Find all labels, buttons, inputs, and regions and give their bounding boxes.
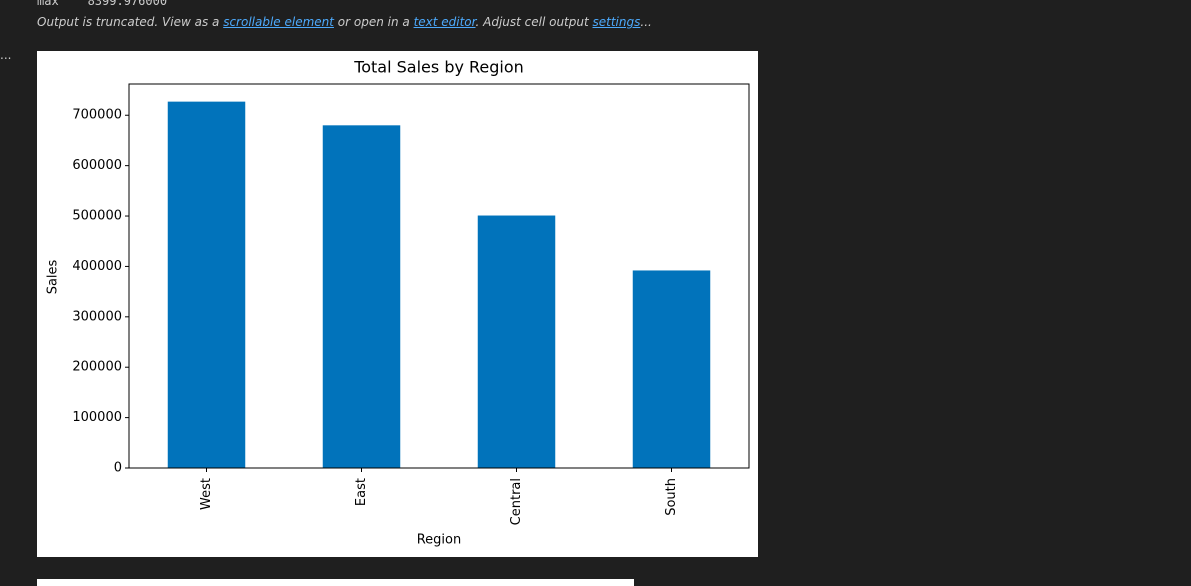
x-tick-label: South bbox=[664, 478, 679, 516]
x-tick-label: Central bbox=[509, 478, 524, 525]
scrollable-link[interactable]: scrollable element bbox=[223, 15, 334, 29]
y-tick-label: 400000 bbox=[72, 259, 122, 274]
y-tick-label: 500000 bbox=[72, 209, 122, 224]
y-tick-label: 100000 bbox=[72, 410, 122, 425]
bar bbox=[477, 215, 556, 468]
notice-text: Output is truncated. View as a bbox=[37, 15, 224, 29]
notice-text: or open in a bbox=[333, 15, 414, 29]
chart: Total Sales by Region Region Sales 0 1000… bbox=[37, 51, 758, 557]
y-tick-label: 600000 bbox=[72, 158, 122, 173]
next-output bbox=[37, 579, 634, 586]
x-axis-label: Region bbox=[417, 533, 462, 548]
stats-line: max 8399.976000 bbox=[37, 0, 168, 8]
more-actions[interactable]: ... bbox=[0, 48, 12, 62]
y-tick-label: 0 bbox=[114, 461, 122, 476]
chart-title: Total Sales by Region bbox=[353, 58, 524, 77]
notice-text: ... bbox=[640, 15, 652, 29]
settings-link[interactable]: settings bbox=[592, 15, 641, 29]
y-tick-label: 300000 bbox=[72, 309, 122, 324]
y-tick-label: 200000 bbox=[72, 360, 122, 375]
x-tick-label: East bbox=[354, 478, 369, 506]
axes-frame bbox=[128, 83, 750, 469]
y-axis-label: Sales bbox=[46, 259, 61, 294]
bar bbox=[322, 125, 401, 468]
y-tick-label: 700000 bbox=[72, 108, 122, 123]
truncation-notice: Output is truncated. View as a scrollabl… bbox=[37, 15, 652, 29]
notice-text: . Adjust cell output bbox=[475, 15, 593, 29]
bar bbox=[632, 270, 711, 468]
bar bbox=[167, 101, 246, 469]
x-tick-label: West bbox=[199, 478, 214, 510]
text-editor-link[interactable]: text editor bbox=[413, 15, 476, 29]
